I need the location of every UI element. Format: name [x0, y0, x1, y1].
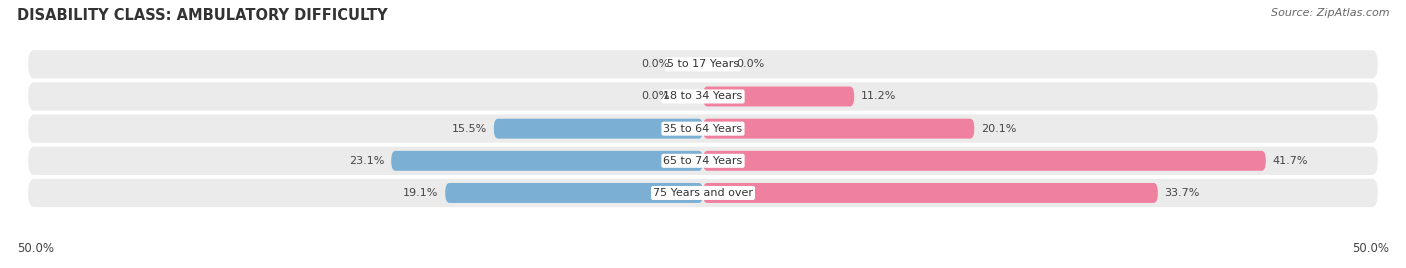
Text: 35 to 64 Years: 35 to 64 Years — [664, 124, 742, 134]
Text: 20.1%: 20.1% — [981, 124, 1017, 134]
Text: 0.0%: 0.0% — [737, 59, 765, 69]
FancyBboxPatch shape — [494, 119, 703, 139]
Text: 33.7%: 33.7% — [1164, 188, 1199, 198]
Text: 18 to 34 Years: 18 to 34 Years — [664, 91, 742, 102]
Text: DISABILITY CLASS: AMBULATORY DIFFICULTY: DISABILITY CLASS: AMBULATORY DIFFICULTY — [17, 8, 388, 23]
Text: 0.0%: 0.0% — [641, 59, 669, 69]
FancyBboxPatch shape — [28, 114, 1378, 143]
Text: 11.2%: 11.2% — [860, 91, 896, 102]
Text: 19.1%: 19.1% — [404, 188, 439, 198]
Text: 50.0%: 50.0% — [1353, 241, 1389, 255]
FancyBboxPatch shape — [703, 119, 974, 139]
FancyBboxPatch shape — [28, 179, 1378, 207]
FancyBboxPatch shape — [703, 183, 1159, 203]
Text: 23.1%: 23.1% — [349, 156, 384, 166]
Legend: Male, Female: Male, Female — [638, 264, 768, 268]
FancyBboxPatch shape — [28, 147, 1378, 175]
Text: 75 Years and over: 75 Years and over — [652, 188, 754, 198]
Text: 41.7%: 41.7% — [1272, 156, 1308, 166]
Text: 65 to 74 Years: 65 to 74 Years — [664, 156, 742, 166]
FancyBboxPatch shape — [446, 183, 703, 203]
Text: 5 to 17 Years: 5 to 17 Years — [666, 59, 740, 69]
Text: 50.0%: 50.0% — [17, 241, 53, 255]
Text: 15.5%: 15.5% — [451, 124, 486, 134]
Text: 0.0%: 0.0% — [641, 91, 669, 102]
FancyBboxPatch shape — [28, 50, 1378, 79]
FancyBboxPatch shape — [28, 82, 1378, 111]
FancyBboxPatch shape — [391, 151, 703, 171]
FancyBboxPatch shape — [703, 151, 1265, 171]
Text: Source: ZipAtlas.com: Source: ZipAtlas.com — [1271, 8, 1389, 18]
FancyBboxPatch shape — [703, 87, 855, 106]
